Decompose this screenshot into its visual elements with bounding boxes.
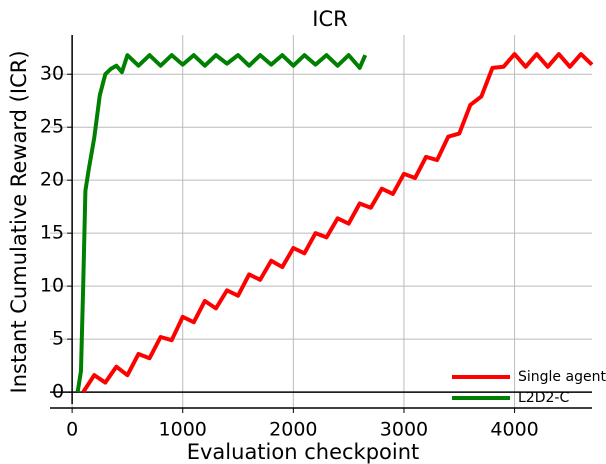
x-tick-label: 4000 [490, 419, 538, 441]
x-axis-label: Evaluation checkpoint [187, 440, 420, 464]
legend-label: L2D2-C [518, 390, 569, 406]
chart-title: ICR [312, 7, 347, 31]
y-tick-label: 10 [40, 275, 64, 297]
x-tick-label: 3000 [380, 419, 428, 441]
x-tick-label: 2000 [269, 419, 317, 441]
y-axis-label: Instant Cumulative Reward (ICR) [7, 50, 31, 393]
x-tick-label: 1000 [159, 419, 207, 441]
x-tick-label: 0 [66, 419, 78, 441]
y-tick-label: 20 [40, 169, 64, 191]
y-tick-label: 0 [52, 381, 64, 403]
series-line [75, 53, 368, 393]
y-tick-label: 30 [40, 63, 64, 85]
y-tick-label: 25 [40, 116, 64, 138]
y-tick-label: 5 [52, 328, 64, 350]
y-tick-label: 15 [40, 222, 64, 244]
series-line [81, 52, 594, 394]
legend-label: Single agent [518, 369, 606, 385]
